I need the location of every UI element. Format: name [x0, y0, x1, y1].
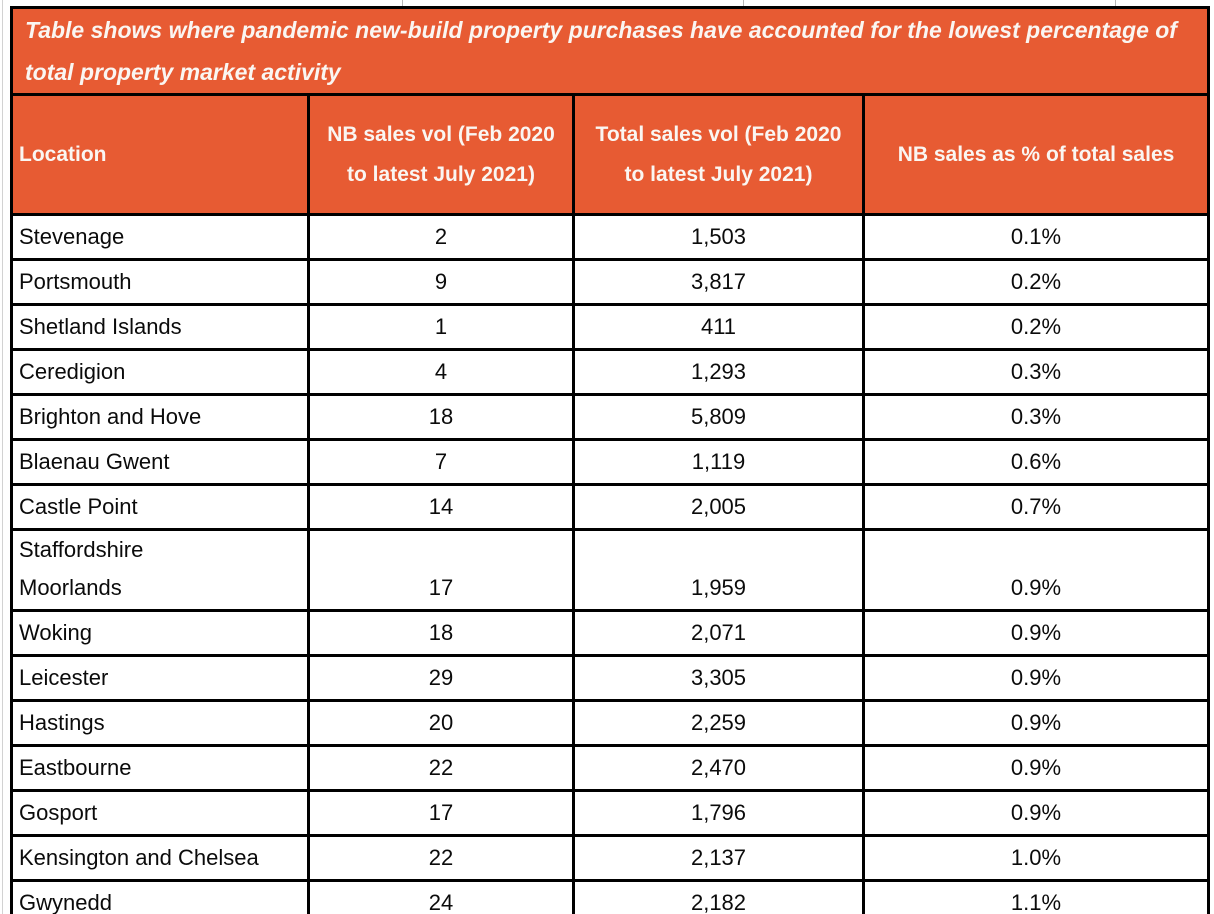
cell-location: Leicester — [10, 654, 310, 702]
cell-location: Shetland Islands — [10, 303, 310, 351]
cell-location: Gwynedd — [10, 879, 310, 914]
cell-total-sales: 411 — [572, 303, 865, 351]
cell-pct: 0.9% — [861, 528, 1211, 612]
cell-nb-sales: 17 — [307, 789, 575, 837]
cell-total-sales: 1,959 — [572, 528, 865, 612]
cell-total-sales: 2,259 — [572, 699, 865, 747]
cell-pct: 0.3% — [861, 348, 1211, 396]
table-row: Hastings 20 2,259 0.9% — [10, 699, 1211, 747]
spreadsheet-gridline-left — [2, 0, 3, 914]
cell-total-sales: 1,503 — [572, 213, 865, 261]
cell-total-sales: 2,470 — [572, 744, 865, 792]
cell-pct: 0.3% — [861, 393, 1211, 441]
cell-pct: 0.9% — [861, 609, 1211, 657]
table-row: Gwynedd 24 2,182 1.1% — [10, 879, 1211, 914]
table-row: Stevenage 2 1,503 0.1% — [10, 213, 1211, 261]
cell-total-sales: 2,182 — [572, 879, 865, 914]
table-row: Brighton and Hove 18 5,809 0.3% — [10, 393, 1211, 441]
cell-pct: 0.2% — [861, 303, 1211, 351]
cell-location: Blaenau Gwent — [10, 438, 310, 486]
cell-location: Kensington and Chelsea — [10, 834, 310, 882]
column-header-total-sales-vol: Total sales vol (Feb 2020 to latest July… — [572, 93, 865, 216]
cell-total-sales: 5,809 — [572, 393, 865, 441]
header-row: Location NB sales vol (Feb 2020 to lates… — [10, 93, 1211, 216]
table-row: Kensington and Chelsea 22 2,137 1.0% — [10, 834, 1211, 882]
cell-nb-sales: 2 — [307, 213, 575, 261]
cell-nb-sales: 18 — [307, 609, 575, 657]
table-row: Ceredigion 4 1,293 0.3% — [10, 348, 1211, 396]
column-header-nb-sales-vol: NB sales vol (Feb 2020 to latest July 20… — [307, 93, 575, 216]
cell-location: Brighton and Hove — [10, 393, 310, 441]
cell-pct: 0.9% — [861, 744, 1211, 792]
cell-nb-sales: 14 — [307, 483, 575, 531]
cell-location: Eastbourne — [10, 744, 310, 792]
cell-location: Castle Point — [10, 483, 310, 531]
table-row: Gosport 17 1,796 0.9% — [10, 789, 1211, 837]
cell-nb-sales: 20 — [307, 699, 575, 747]
cell-location: Ceredigion — [10, 348, 310, 396]
cell-pct: 0.9% — [861, 699, 1211, 747]
cell-location: Hastings — [10, 699, 310, 747]
table-row: Eastbourne 22 2,470 0.9% — [10, 744, 1211, 792]
cell-nb-sales: 9 — [307, 258, 575, 306]
table-row: Castle Point 14 2,005 0.7% — [10, 483, 1211, 531]
cell-nb-sales: 22 — [307, 744, 575, 792]
cell-pct: 0.2% — [861, 258, 1211, 306]
table-title: Table shows where pandemic new-build pro… — [9, 6, 1211, 96]
cell-pct: 1.0% — [861, 834, 1211, 882]
cell-pct: 0.9% — [861, 654, 1211, 702]
spreadsheet-gridline-top-2 — [743, 0, 744, 7]
cell-nb-sales: 24 — [307, 879, 575, 914]
cell-total-sales: 1,796 — [572, 789, 865, 837]
cell-pct: 0.7% — [861, 483, 1211, 531]
cell-total-sales: 3,817 — [572, 258, 865, 306]
cell-total-sales: 2,005 — [572, 483, 865, 531]
column-header-nb-pct: NB sales as % of total sales — [861, 93, 1211, 216]
cell-location: Portsmouth — [10, 258, 310, 306]
table-row: Leicester 29 3,305 0.9% — [10, 654, 1211, 702]
column-header-location: Location — [10, 93, 310, 216]
cell-nb-sales: 17 — [307, 528, 575, 612]
table-row: Staffordshire Moorlands 17 1,959 0.9% — [10, 528, 1211, 612]
cell-nb-sales: 22 — [307, 834, 575, 882]
cell-total-sales: 1,293 — [572, 348, 865, 396]
cell-pct: 0.9% — [861, 789, 1211, 837]
cell-location: Stevenage — [10, 213, 310, 261]
new-build-sales-table: Table shows where pandemic new-build pro… — [9, 6, 1211, 914]
cell-location: Gosport — [10, 789, 310, 837]
cell-pct: 0.1% — [861, 213, 1211, 261]
cell-nb-sales: 7 — [307, 438, 575, 486]
table-row: Portsmouth 9 3,817 0.2% — [10, 258, 1211, 306]
cell-nb-sales: 18 — [307, 393, 575, 441]
cell-total-sales: 3,305 — [572, 654, 865, 702]
cell-total-sales: 1,119 — [572, 438, 865, 486]
cell-total-sales: 2,137 — [572, 834, 865, 882]
cell-pct: 0.6% — [861, 438, 1211, 486]
spreadsheet-gridline-top-1 — [402, 0, 403, 7]
cell-nb-sales: 1 — [307, 303, 575, 351]
table-row: Shetland Islands 1 411 0.2% — [10, 303, 1211, 351]
spreadsheet-gridline-top-3 — [1115, 0, 1116, 7]
table-row: Blaenau Gwent 7 1,119 0.6% — [10, 438, 1211, 486]
cell-location: Staffordshire Moorlands — [10, 528, 310, 612]
cell-location: Woking — [10, 609, 310, 657]
title-row: Table shows where pandemic new-build pro… — [9, 6, 1211, 96]
cell-total-sales: 2,071 — [572, 609, 865, 657]
table-row: Woking 18 2,071 0.9% — [10, 609, 1211, 657]
cell-nb-sales: 4 — [307, 348, 575, 396]
cell-pct: 1.1% — [861, 879, 1211, 914]
cell-nb-sales: 29 — [307, 654, 575, 702]
